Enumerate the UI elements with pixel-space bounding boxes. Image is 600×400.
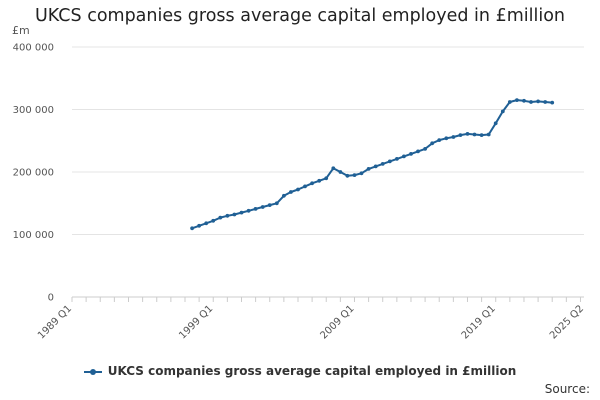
chart-title: UKCS companies gross average capital emp…	[34, 6, 565, 26]
data-point	[352, 173, 357, 178]
legend[interactable]: UKCS companies gross average capital emp…	[0, 364, 600, 378]
data-point	[296, 187, 300, 192]
legend-swatch	[83, 368, 102, 375]
data-point	[543, 100, 548, 104]
data-point	[218, 215, 223, 220]
data-point	[536, 99, 540, 104]
data-point	[465, 132, 470, 136]
data-point	[359, 171, 364, 176]
data-point	[529, 100, 533, 104]
y-tick-label: 100 000	[13, 230, 54, 241]
data-point	[507, 100, 512, 104]
y-tick-label: 300 000	[13, 105, 54, 116]
x-tick-label: 2019 Q1	[460, 303, 498, 341]
data-point	[373, 164, 378, 169]
data-point	[402, 154, 406, 159]
data-point	[479, 133, 484, 138]
data-point	[338, 170, 343, 174]
data-point	[366, 167, 371, 171]
data-point	[197, 223, 202, 228]
data-point	[232, 212, 237, 217]
data-point	[423, 147, 427, 151]
data-point	[493, 121, 498, 126]
y-axis-unit-label: £m	[12, 24, 30, 37]
x-axis	[71, 296, 584, 302]
y-tick-label: 200 000	[13, 168, 54, 179]
data-point	[267, 203, 272, 208]
data-point	[486, 132, 491, 137]
data-point	[380, 162, 385, 166]
data-point	[260, 205, 265, 209]
data-point	[409, 152, 413, 156]
data-point	[324, 176, 329, 181]
data-point	[239, 210, 244, 215]
data-point	[225, 213, 230, 218]
y-tick-label: 400 000	[13, 43, 54, 54]
data-point	[253, 207, 258, 211]
x-tick-label: 1999 Q1	[177, 303, 215, 341]
data-point	[331, 166, 336, 171]
data-point	[274, 201, 279, 206]
x-tick-label: 1989 Q1	[36, 303, 74, 341]
source-label: Source:	[544, 382, 590, 396]
data-point	[289, 190, 293, 194]
data-point	[437, 138, 442, 143]
data-point	[345, 173, 350, 178]
data-point	[451, 135, 456, 139]
data-point	[317, 178, 322, 183]
legend-label: UKCS companies gross average capital emp…	[107, 364, 517, 378]
data-point	[246, 208, 251, 213]
data-point	[282, 193, 286, 198]
x-tick-label: 2025 Q2	[548, 303, 586, 341]
series-layer	[190, 98, 555, 231]
gridlines	[72, 46, 584, 235]
data-point	[211, 218, 216, 223]
data-point	[522, 98, 526, 103]
data-point	[550, 100, 555, 105]
y-tick-label: 0	[48, 293, 54, 304]
y-axis-tick-labels: 0 100 000 200 000 300 000 400 000	[13, 43, 54, 304]
data-point	[190, 226, 195, 231]
data-point	[395, 157, 399, 161]
data-point	[500, 109, 505, 114]
data-point	[472, 132, 477, 137]
series-line	[191, 99, 553, 230]
data-point	[430, 141, 435, 146]
x-tick-label: 2009 Q1	[319, 303, 357, 341]
data-point	[387, 159, 392, 164]
x-axis-tick-labels: 1989 Q1 1999 Q1 2009 Q1 2019 Q1 2025 Q2	[36, 303, 586, 341]
data-point	[444, 136, 449, 141]
data-point	[458, 133, 463, 138]
data-point	[310, 181, 314, 186]
data-point	[515, 98, 519, 102]
data-point	[303, 184, 307, 189]
data-point	[204, 221, 209, 226]
data-point	[416, 149, 420, 154]
